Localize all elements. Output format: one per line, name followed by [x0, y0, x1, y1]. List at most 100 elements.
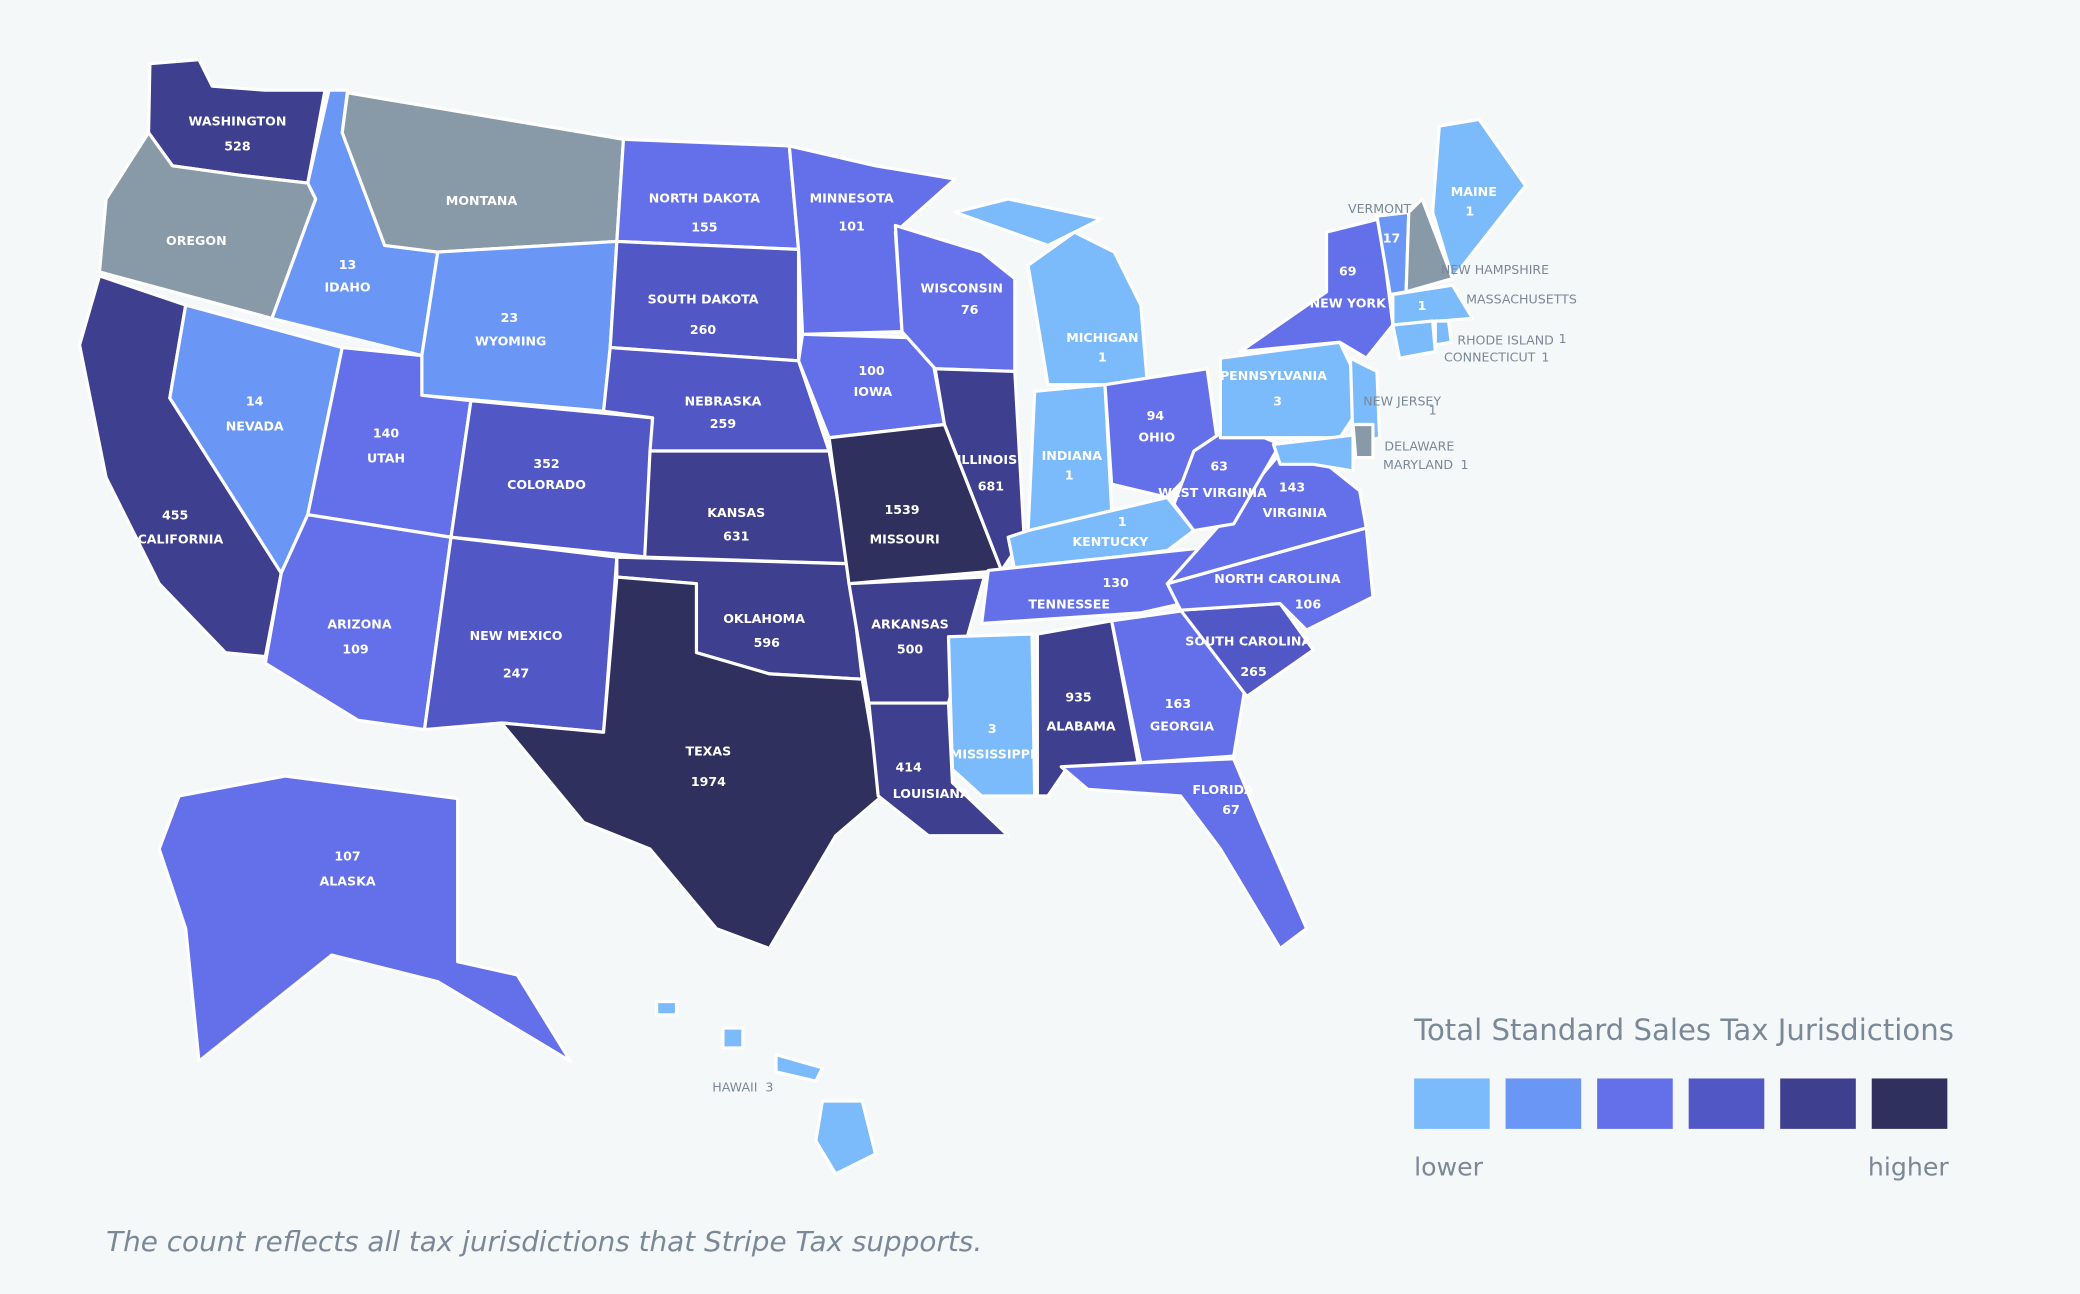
state-value: 1 — [1541, 350, 1549, 365]
state-shape — [1348, 356, 1382, 446]
legend-swatch — [1780, 1078, 1856, 1129]
state-value: 1974 — [691, 774, 726, 789]
state-shape — [1271, 433, 1355, 473]
state-name: WASHINGTON — [189, 114, 287, 129]
state-name: MARYLAND — [1383, 457, 1453, 472]
state-name: KENTUCKY — [1072, 534, 1149, 549]
state-value: 631 — [723, 529, 749, 544]
state-value: 935 — [1065, 689, 1091, 704]
state-value: 1 — [1429, 403, 1437, 418]
state-name: MASSACHUSETTS — [1466, 291, 1577, 306]
state-value: 1 — [1418, 298, 1427, 313]
state-value: 1 — [1065, 468, 1074, 483]
state-value: 94 — [1147, 408, 1165, 423]
state-name: GEORGIA — [1150, 718, 1214, 733]
state-name: ARIZONA — [327, 616, 392, 631]
state-value: 140 — [373, 425, 400, 440]
state-value: 1 — [1559, 331, 1567, 346]
state-name: ALABAMA — [1047, 718, 1116, 733]
state-value: 259 — [710, 416, 736, 431]
state-shape — [1433, 319, 1453, 347]
state-name: IDAHO — [324, 279, 370, 294]
state-name: MAINE — [1451, 184, 1497, 199]
state-value: 17 — [1383, 230, 1401, 245]
state-value: 69 — [1339, 263, 1357, 278]
state-value: 101 — [838, 218, 864, 233]
state-value: 163 — [1165, 696, 1191, 711]
state-name: FLORIDA — [1192, 782, 1254, 797]
state-value: 528 — [224, 139, 250, 154]
legend — [1414, 1078, 1948, 1129]
state-value: 414 — [896, 760, 923, 775]
state-name: MINNESOTA — [810, 190, 894, 205]
state-name: WYOMING — [475, 334, 546, 349]
state-shape — [953, 197, 1150, 387]
state-name: PENNSYLVANIA — [1220, 368, 1327, 383]
legend-low: lower — [1414, 1153, 1484, 1182]
state-name: LOUISIANA — [893, 786, 970, 801]
state-name: TENNESSEE — [1028, 596, 1110, 611]
state-value: 260 — [690, 322, 717, 337]
state-shape — [1238, 217, 1395, 360]
state-value: 265 — [1240, 664, 1266, 679]
state-value: 63 — [1210, 458, 1228, 473]
state-name: MISSISSIPPI — [950, 746, 1035, 761]
footnote: The count reflects all tax jurisdictions… — [106, 1225, 982, 1258]
state-shape — [157, 774, 572, 1063]
state-shape — [1431, 117, 1528, 281]
state-value: 1 — [1098, 350, 1107, 365]
legend-title: Total Standard Sales Tax Jurisdictions — [1413, 1013, 1954, 1047]
state-value: 13 — [339, 257, 357, 272]
state-value: 3 — [988, 721, 997, 736]
state-name: CONNECTICUT — [1444, 350, 1536, 365]
state-name: COLORADO — [507, 477, 586, 492]
state-value: 1539 — [885, 502, 920, 517]
state-value: 1 — [1118, 514, 1127, 529]
state-value: 23 — [501, 310, 519, 325]
state-value: 107 — [334, 848, 360, 863]
state-value: 100 — [858, 363, 885, 378]
state-name: NORTH CAROLINA — [1214, 571, 1341, 586]
state-name: VERMONT — [1348, 201, 1412, 216]
state-name: CALIFORNIA — [138, 531, 224, 546]
state-value: 3 — [1273, 393, 1282, 408]
legend-swatch — [1414, 1078, 1490, 1129]
state-name: HAWAII — [712, 1079, 757, 1094]
state-name: OHIO — [1138, 429, 1175, 444]
state-name: ILLINOIS — [957, 452, 1017, 467]
state-name: SOUTH CAROLINA — [1185, 634, 1311, 649]
state-shape — [1218, 340, 1368, 440]
state-name: SOUTH DAKOTA — [648, 291, 759, 306]
state-name: NEW HAMPSHIRE — [1441, 262, 1549, 277]
state-shape — [340, 91, 626, 254]
state-shape — [1391, 283, 1475, 327]
state-name: ALASKA — [319, 874, 375, 889]
state-shape — [1391, 319, 1437, 360]
legend-swatch — [1505, 1078, 1582, 1129]
legend-swatch — [1597, 1078, 1673, 1129]
state-value: 596 — [754, 635, 781, 650]
state-name: WEST VIRGINIA — [1158, 485, 1267, 500]
state-value: 681 — [978, 478, 1004, 493]
state-name: NORTH DAKOTA — [649, 190, 761, 205]
state-shape — [1059, 757, 1309, 951]
state-name: MISSOURI — [870, 531, 940, 546]
state-name: INDIANA — [1042, 448, 1103, 463]
legend-high: higher — [1868, 1153, 1949, 1182]
state-shape — [420, 239, 619, 413]
state-name: UTAH — [367, 450, 405, 465]
state-shape — [946, 632, 1037, 798]
state-shape — [655, 999, 878, 1176]
state-name: NEW YORK — [1310, 295, 1387, 310]
state-name: KANSAS — [707, 505, 765, 520]
state-shape — [867, 701, 1010, 838]
state-name: OREGON — [166, 233, 227, 248]
state-value: 106 — [1295, 596, 1322, 611]
state-name: OKLAHOMA — [723, 611, 805, 626]
legend-swatch — [1871, 1078, 1948, 1129]
state-name: NEW JERSEY — [1363, 393, 1441, 408]
state-value: 1 — [1460, 457, 1468, 472]
state-name: IOWA — [854, 384, 893, 399]
